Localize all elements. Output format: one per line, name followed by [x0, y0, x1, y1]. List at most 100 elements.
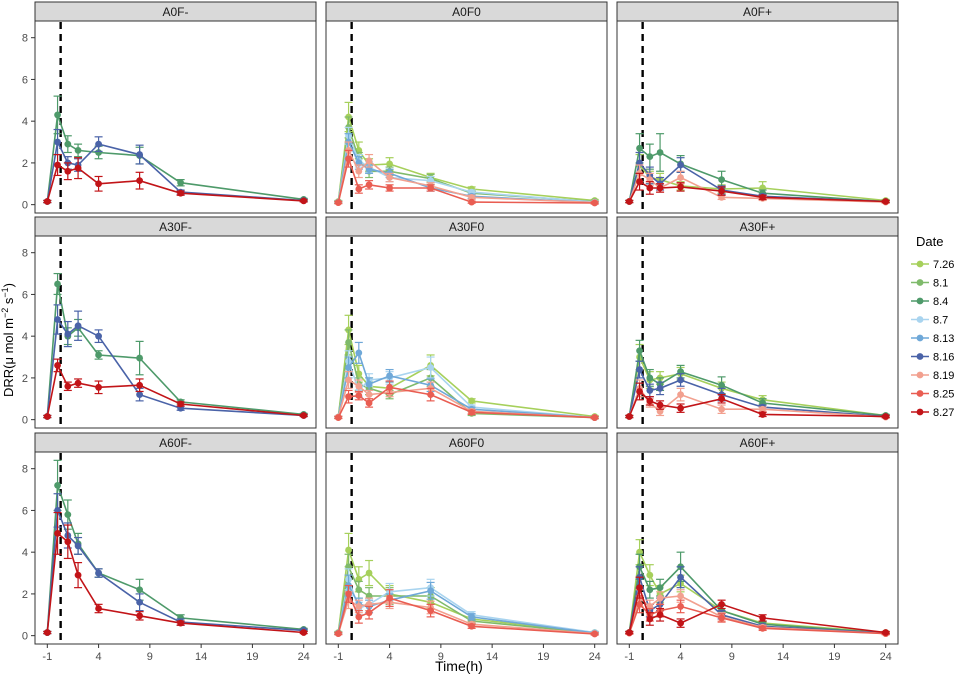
data-point: [300, 629, 308, 636]
facet-panel: A30F-: [34, 216, 317, 429]
facet-panel: A30F+: [616, 216, 899, 429]
data-point: [468, 613, 476, 621]
data-point: [355, 167, 363, 175]
x-tick-label: 24: [880, 651, 892, 663]
facet-title: A30F0: [449, 220, 485, 234]
data-point: [355, 613, 363, 621]
series-8.25: [334, 149, 599, 207]
series-line: [337, 329, 595, 418]
data-point: [345, 376, 352, 384]
series-line: [628, 347, 886, 417]
panel-border: [616, 451, 899, 645]
y-tick-label: 2: [22, 158, 28, 170]
x-tick-label: 24: [298, 651, 310, 663]
data-point: [718, 381, 726, 389]
legend-marker: [916, 353, 924, 360]
y-tick-label: 4: [22, 547, 28, 559]
data-point: [636, 366, 643, 373]
x-tick-label: 4: [96, 651, 102, 663]
data-point: [300, 197, 308, 205]
legend-label: 8.1: [933, 278, 948, 290]
data-point: [95, 383, 102, 391]
data-point: [177, 619, 185, 627]
data-point: [646, 374, 654, 382]
data-point: [43, 413, 51, 420]
y-tick-label: 8: [22, 464, 28, 476]
data-point: [718, 395, 726, 403]
data-point: [64, 140, 72, 148]
legend-title: Date: [916, 234, 943, 249]
y-axis-title: DRR(μ mol m−2 s−1): [0, 283, 16, 397]
series-8.27: [43, 358, 308, 420]
data-point: [136, 354, 144, 362]
data-point: [43, 198, 51, 205]
data-point: [136, 612, 144, 620]
data-point: [74, 322, 82, 330]
y-axis-title-part: −2: [0, 308, 10, 318]
data-point: [718, 187, 726, 195]
y-tick-label: 2: [22, 589, 28, 601]
legend-item: 8.16: [911, 352, 954, 364]
data-point: [636, 388, 643, 395]
legend-item: 8.25: [911, 389, 954, 401]
data-point: [345, 546, 352, 554]
series-8.27: [625, 172, 890, 205]
x-tick-label: 14: [486, 651, 498, 663]
data-point: [718, 614, 726, 622]
data-point: [355, 349, 363, 357]
legend-item: 8.19: [911, 370, 954, 382]
facet-title: A30F-: [159, 220, 192, 234]
data-point: [355, 185, 363, 193]
data-point: [882, 629, 890, 636]
data-point: [136, 391, 144, 399]
legend-marker: [916, 297, 924, 305]
x-tick-label: 9: [147, 651, 153, 663]
data-point: [365, 399, 373, 407]
series-8.27: [43, 153, 308, 205]
series-line: [628, 564, 886, 634]
legend-marker: [916, 390, 924, 397]
data-point: [427, 587, 435, 595]
data-point: [345, 364, 352, 371]
legend-marker: [916, 260, 924, 268]
data-point: [636, 584, 643, 592]
facet-title: A0F0: [452, 5, 481, 19]
data-point: [64, 167, 72, 175]
data-point: [427, 391, 435, 399]
data-point: [64, 330, 72, 338]
data-point: [625, 629, 633, 636]
data-point: [759, 614, 767, 622]
data-point: [625, 413, 633, 420]
data-point: [74, 164, 82, 172]
data-point: [74, 146, 82, 154]
data-point: [677, 404, 684, 412]
y-axis-title-part: s: [1, 297, 16, 308]
x-tick-label: 9: [438, 651, 444, 663]
legend-marker: [916, 334, 924, 342]
y-tick-label: 6: [22, 74, 28, 86]
data-point: [677, 183, 684, 191]
data-point: [636, 144, 643, 152]
facet-panel: A0F0: [325, 1, 608, 214]
series-line: [337, 591, 595, 635]
data-point: [427, 364, 435, 371]
data-point: [468, 408, 476, 416]
data-point: [386, 383, 393, 391]
x-tick-label: 14: [777, 651, 789, 663]
series-line: [46, 510, 304, 633]
x-tick-label: 24: [589, 651, 601, 663]
data-point: [54, 138, 61, 146]
x-tick-label: -1: [42, 651, 52, 663]
data-point: [95, 332, 102, 340]
data-point: [177, 400, 185, 408]
facet-panel: A0F+: [616, 1, 899, 214]
data-point: [54, 361, 61, 369]
data-point: [54, 161, 61, 169]
facet-panel: A0F-: [34, 1, 317, 214]
series-line: [337, 147, 595, 204]
data-point: [95, 351, 102, 359]
data-point: [882, 413, 890, 420]
legend-label: 8.27: [933, 407, 954, 419]
legend-label: 8.7: [933, 315, 948, 327]
y-tick-label: 6: [22, 505, 28, 517]
